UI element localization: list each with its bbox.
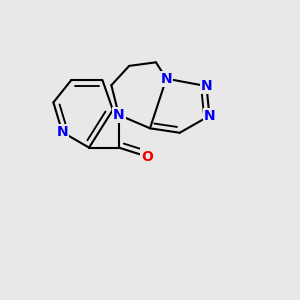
- Text: O: O: [141, 149, 153, 164]
- Text: N: N: [56, 125, 68, 139]
- Text: N: N: [113, 108, 124, 122]
- Text: N: N: [201, 79, 212, 93]
- Text: N: N: [160, 72, 172, 86]
- Text: N: N: [204, 109, 215, 123]
